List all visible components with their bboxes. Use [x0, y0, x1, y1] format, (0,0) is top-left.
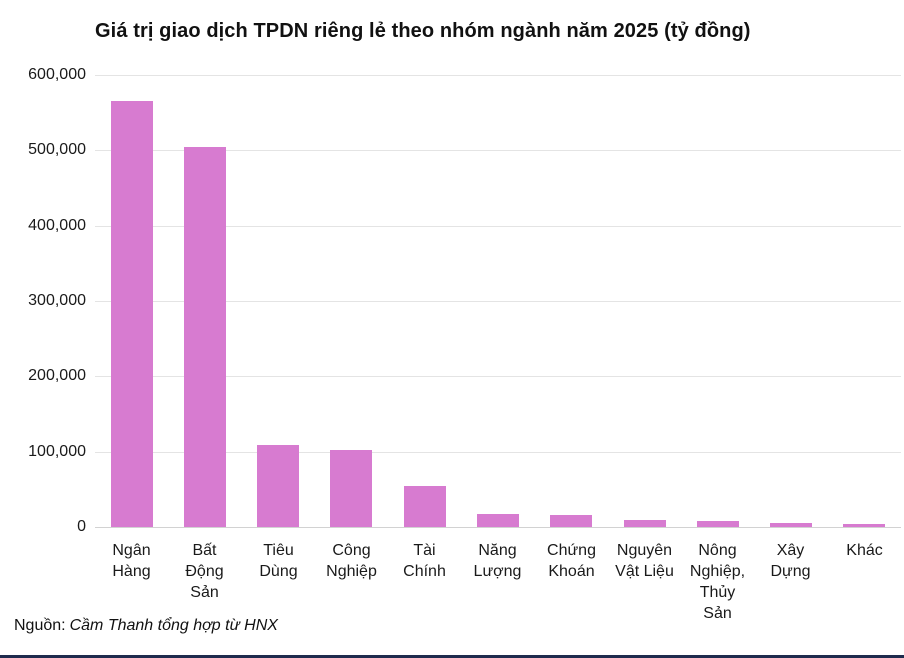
source-label: Nguồn: [14, 617, 66, 634]
bar [843, 524, 885, 527]
x-tick-label: Chứng Khoán [547, 542, 596, 580]
x-tick-label: Nông Nghiệp, Thủy Sản [689, 542, 746, 622]
x-axis-baseline [95, 527, 901, 528]
gridline [95, 301, 901, 302]
gridline [95, 150, 901, 151]
x-tick-label: Xây Dựng [770, 542, 811, 580]
source-note: Nguồn: Cầm Thanh tổng hợp từ HNX [14, 617, 278, 635]
x-tick-label: Khác [846, 542, 883, 559]
bottom-edge-bar [0, 655, 904, 658]
gridline [95, 452, 901, 453]
gridline [95, 75, 901, 76]
y-tick-label: 200,000 [28, 367, 86, 384]
gridline [95, 226, 901, 227]
x-tick-label: Năng Lượng [473, 542, 522, 580]
y-tick-label: 0 [77, 518, 86, 535]
x-tick-label: Tài Chính [403, 542, 446, 580]
source-text: Cầm Thanh tổng hợp từ HNX [69, 617, 278, 634]
bar [257, 445, 299, 527]
bar [697, 521, 739, 527]
y-tick-label: 400,000 [28, 217, 86, 234]
bar [404, 486, 446, 527]
x-tick-label: Nguyên Vật Liệu [615, 542, 674, 580]
gridline [95, 376, 901, 377]
x-tick-label: Bất Động Sản [185, 542, 224, 601]
bar [330, 450, 372, 527]
chart-title: Giá trị giao dịch TPDN riêng lẻ theo nhó… [95, 20, 751, 42]
bar [111, 101, 153, 527]
bar [770, 523, 812, 527]
y-tick-label: 100,000 [28, 443, 86, 460]
bar [184, 147, 226, 527]
bar [477, 514, 519, 527]
bar [550, 515, 592, 527]
y-tick-label: 500,000 [28, 141, 86, 158]
y-tick-label: 300,000 [28, 292, 86, 309]
y-tick-label: 600,000 [28, 66, 86, 83]
x-tick-label: Ngân Hàng [112, 542, 151, 580]
x-tick-label: Công Nghiệp [326, 542, 377, 580]
x-tick-label: Tiêu Dùng [259, 542, 298, 580]
bar [624, 520, 666, 527]
